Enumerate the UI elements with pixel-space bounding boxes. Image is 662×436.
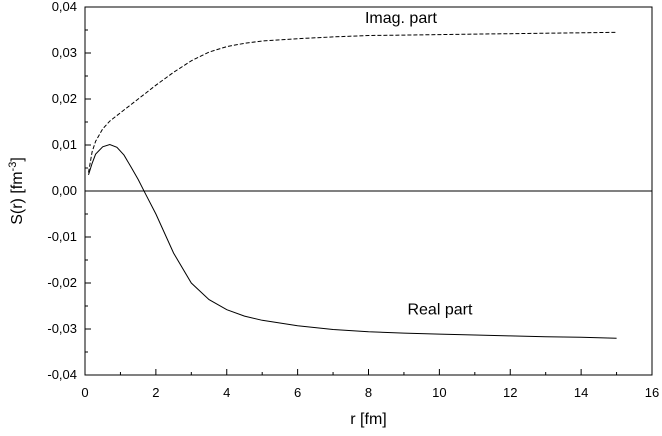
x-tick-label: 2 xyxy=(152,385,159,400)
y-tick-label: 0,03 xyxy=(52,45,77,60)
series-annotation: Real part xyxy=(407,301,472,318)
x-tick-label: 12 xyxy=(503,385,517,400)
x-tick-label: 0 xyxy=(81,385,88,400)
series-annotation: Imag. part xyxy=(365,10,438,27)
x-tick-label: 10 xyxy=(432,385,446,400)
plot-frame xyxy=(84,6,653,376)
y-tick-label: 0,00 xyxy=(52,183,77,198)
x-axis-label: r [fm] xyxy=(350,411,386,428)
y-tick-label: 0,02 xyxy=(52,91,77,106)
x-tick-label: 16 xyxy=(645,385,659,400)
y-tick-label: 0,04 xyxy=(52,0,77,14)
imag-part-series-line xyxy=(88,31,617,173)
series-group xyxy=(88,31,617,339)
y-axis-label-superscript: -3 xyxy=(7,162,19,172)
y-axis-label: S(r) [fm-3] xyxy=(7,157,26,225)
y-tick-label: -0,04 xyxy=(47,367,77,382)
x-tick-label: 6 xyxy=(294,385,301,400)
y-axis-label-main: S(r) [fm xyxy=(9,171,26,224)
x-tick-label: 14 xyxy=(574,385,588,400)
real-part-series-line xyxy=(88,143,617,339)
y-tick-label: -0,03 xyxy=(47,321,77,336)
x-tick-label: 8 xyxy=(365,385,372,400)
annotations: Imag. part Real part xyxy=(365,10,473,318)
y-axis-label-close: ] xyxy=(9,157,26,161)
tick-labels: 0 2 4 6 8 10 12 14 16 -0,04 -0,03 -0,02 -0,01 0,00 0,0… xyxy=(47,0,659,400)
y-tick-label: 0,01 xyxy=(52,137,77,152)
x-tick-label: 4 xyxy=(223,385,230,400)
y-tick-label: -0,01 xyxy=(47,229,77,244)
y-tick-label: -0,02 xyxy=(47,275,77,290)
